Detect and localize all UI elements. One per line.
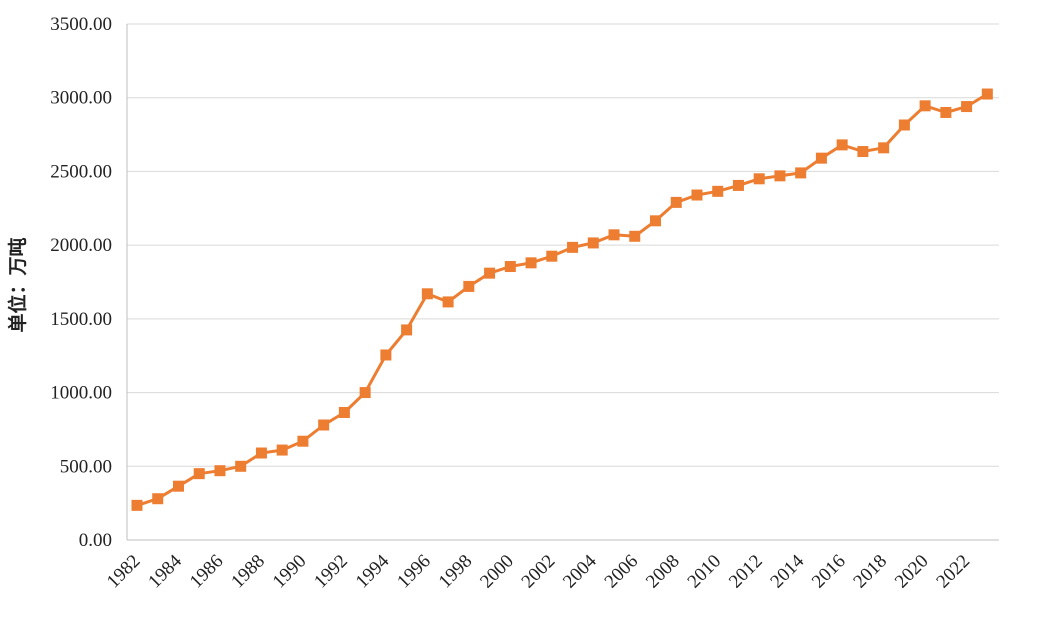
data-point-marker <box>587 237 599 249</box>
x-tick-label: 1986 <box>186 551 228 593</box>
x-tick-label: 1982 <box>103 551 145 593</box>
data-point-marker <box>380 349 392 361</box>
y-tick-label: 1000.00 <box>50 383 112 404</box>
x-tick-label: 1988 <box>227 551 269 593</box>
x-tick-label: 2020 <box>891 551 933 593</box>
data-point-marker <box>795 167 807 179</box>
y-tick-label: 1500.00 <box>50 309 112 330</box>
x-tick-label: 1996 <box>393 551 435 593</box>
data-point-marker <box>297 435 309 447</box>
data-point-marker <box>193 468 205 480</box>
data-point-marker <box>629 230 641 242</box>
data-point-marker <box>401 324 413 336</box>
x-tick-label: 1998 <box>435 551 477 593</box>
y-axis-label: 单位：万吨 <box>6 237 29 332</box>
data-point-marker <box>152 493 164 505</box>
x-tick-label: 1994 <box>352 550 394 592</box>
data-point-marker <box>961 101 973 113</box>
x-tick-label: 2000 <box>476 551 518 593</box>
data-point-marker <box>774 170 786 182</box>
x-tick-label: 1984 <box>144 550 186 592</box>
data-point-marker <box>525 257 537 269</box>
x-tick-label: 2014 <box>766 550 808 592</box>
x-tick-label: 2010 <box>684 551 726 593</box>
data-point-marker <box>318 419 330 431</box>
data-point-marker <box>940 106 952 118</box>
x-tick-label: 2018 <box>849 551 891 593</box>
data-point-marker <box>276 444 288 456</box>
data-point-marker <box>484 267 496 279</box>
y-tick-label: 2500.00 <box>50 161 112 182</box>
x-axis-ticks: 1982 1984 1986 1988 1990 1992 1994 1996 1998 2000… <box>103 550 974 592</box>
data-point-marker <box>815 152 827 164</box>
data-point-marker <box>338 406 350 418</box>
data-point-marker <box>504 261 516 273</box>
x-tick-label: 2016 <box>808 551 850 593</box>
y-tick-label: 500.00 <box>60 456 112 477</box>
data-point-marker <box>691 189 703 201</box>
data-point-marker <box>359 387 371 399</box>
data-point-marker <box>898 119 910 131</box>
data-point-marker <box>650 215 661 227</box>
x-tick-label: 2012 <box>725 551 767 593</box>
x-tick-label: 1990 <box>269 551 311 593</box>
data-point-marker <box>131 499 143 511</box>
data-point-marker <box>567 241 579 253</box>
gridlines <box>126 23 999 541</box>
data-point-marker <box>732 179 744 191</box>
data-point-marker <box>670 196 682 208</box>
data-point-marker <box>214 465 226 477</box>
x-tick-label: 2006 <box>601 551 643 593</box>
data-point-marker <box>463 280 475 292</box>
x-tick-label: 2022 <box>932 551 974 593</box>
y-axis-ticks: 0.00 500.00 1000.00 1500.00 2000.00 2500.00 30… <box>50 14 112 551</box>
data-point-marker <box>608 229 620 241</box>
data-point-marker <box>857 146 869 158</box>
data-point-marker <box>546 250 558 262</box>
data-point-marker <box>421 288 433 300</box>
x-tick-label: 2008 <box>642 551 684 593</box>
series-line <box>131 88 993 511</box>
x-tick-label: 2004 <box>559 550 601 592</box>
data-point-marker <box>172 480 184 492</box>
data-point-marker <box>836 139 848 151</box>
data-point-marker <box>255 447 267 459</box>
data-point-marker <box>753 173 765 185</box>
data-point-marker <box>235 460 247 472</box>
data-point-marker <box>878 142 890 154</box>
y-tick-label: 3500.00 <box>50 14 112 35</box>
y-tick-label: 2000.00 <box>50 235 112 256</box>
data-point-marker <box>981 88 993 100</box>
data-point-marker <box>442 296 454 308</box>
x-tick-label: 1992 <box>310 551 352 593</box>
y-tick-label: 0.00 <box>79 530 112 551</box>
data-point-marker <box>919 100 931 112</box>
data-point-marker <box>712 185 724 197</box>
y-tick-label: 3000.00 <box>50 88 112 109</box>
x-tick-label: 2002 <box>518 551 560 593</box>
